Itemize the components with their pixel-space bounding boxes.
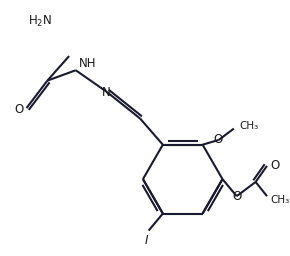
Text: N: N bbox=[102, 86, 111, 99]
Text: CH₃: CH₃ bbox=[271, 195, 290, 205]
Text: CH₃: CH₃ bbox=[240, 121, 259, 131]
Text: I: I bbox=[145, 233, 148, 247]
Text: O: O bbox=[14, 103, 23, 115]
Text: NH: NH bbox=[79, 57, 96, 70]
Text: O: O bbox=[232, 190, 241, 203]
Text: O: O bbox=[271, 159, 280, 172]
Text: O: O bbox=[213, 133, 222, 146]
Text: H$_2$N: H$_2$N bbox=[28, 14, 52, 29]
